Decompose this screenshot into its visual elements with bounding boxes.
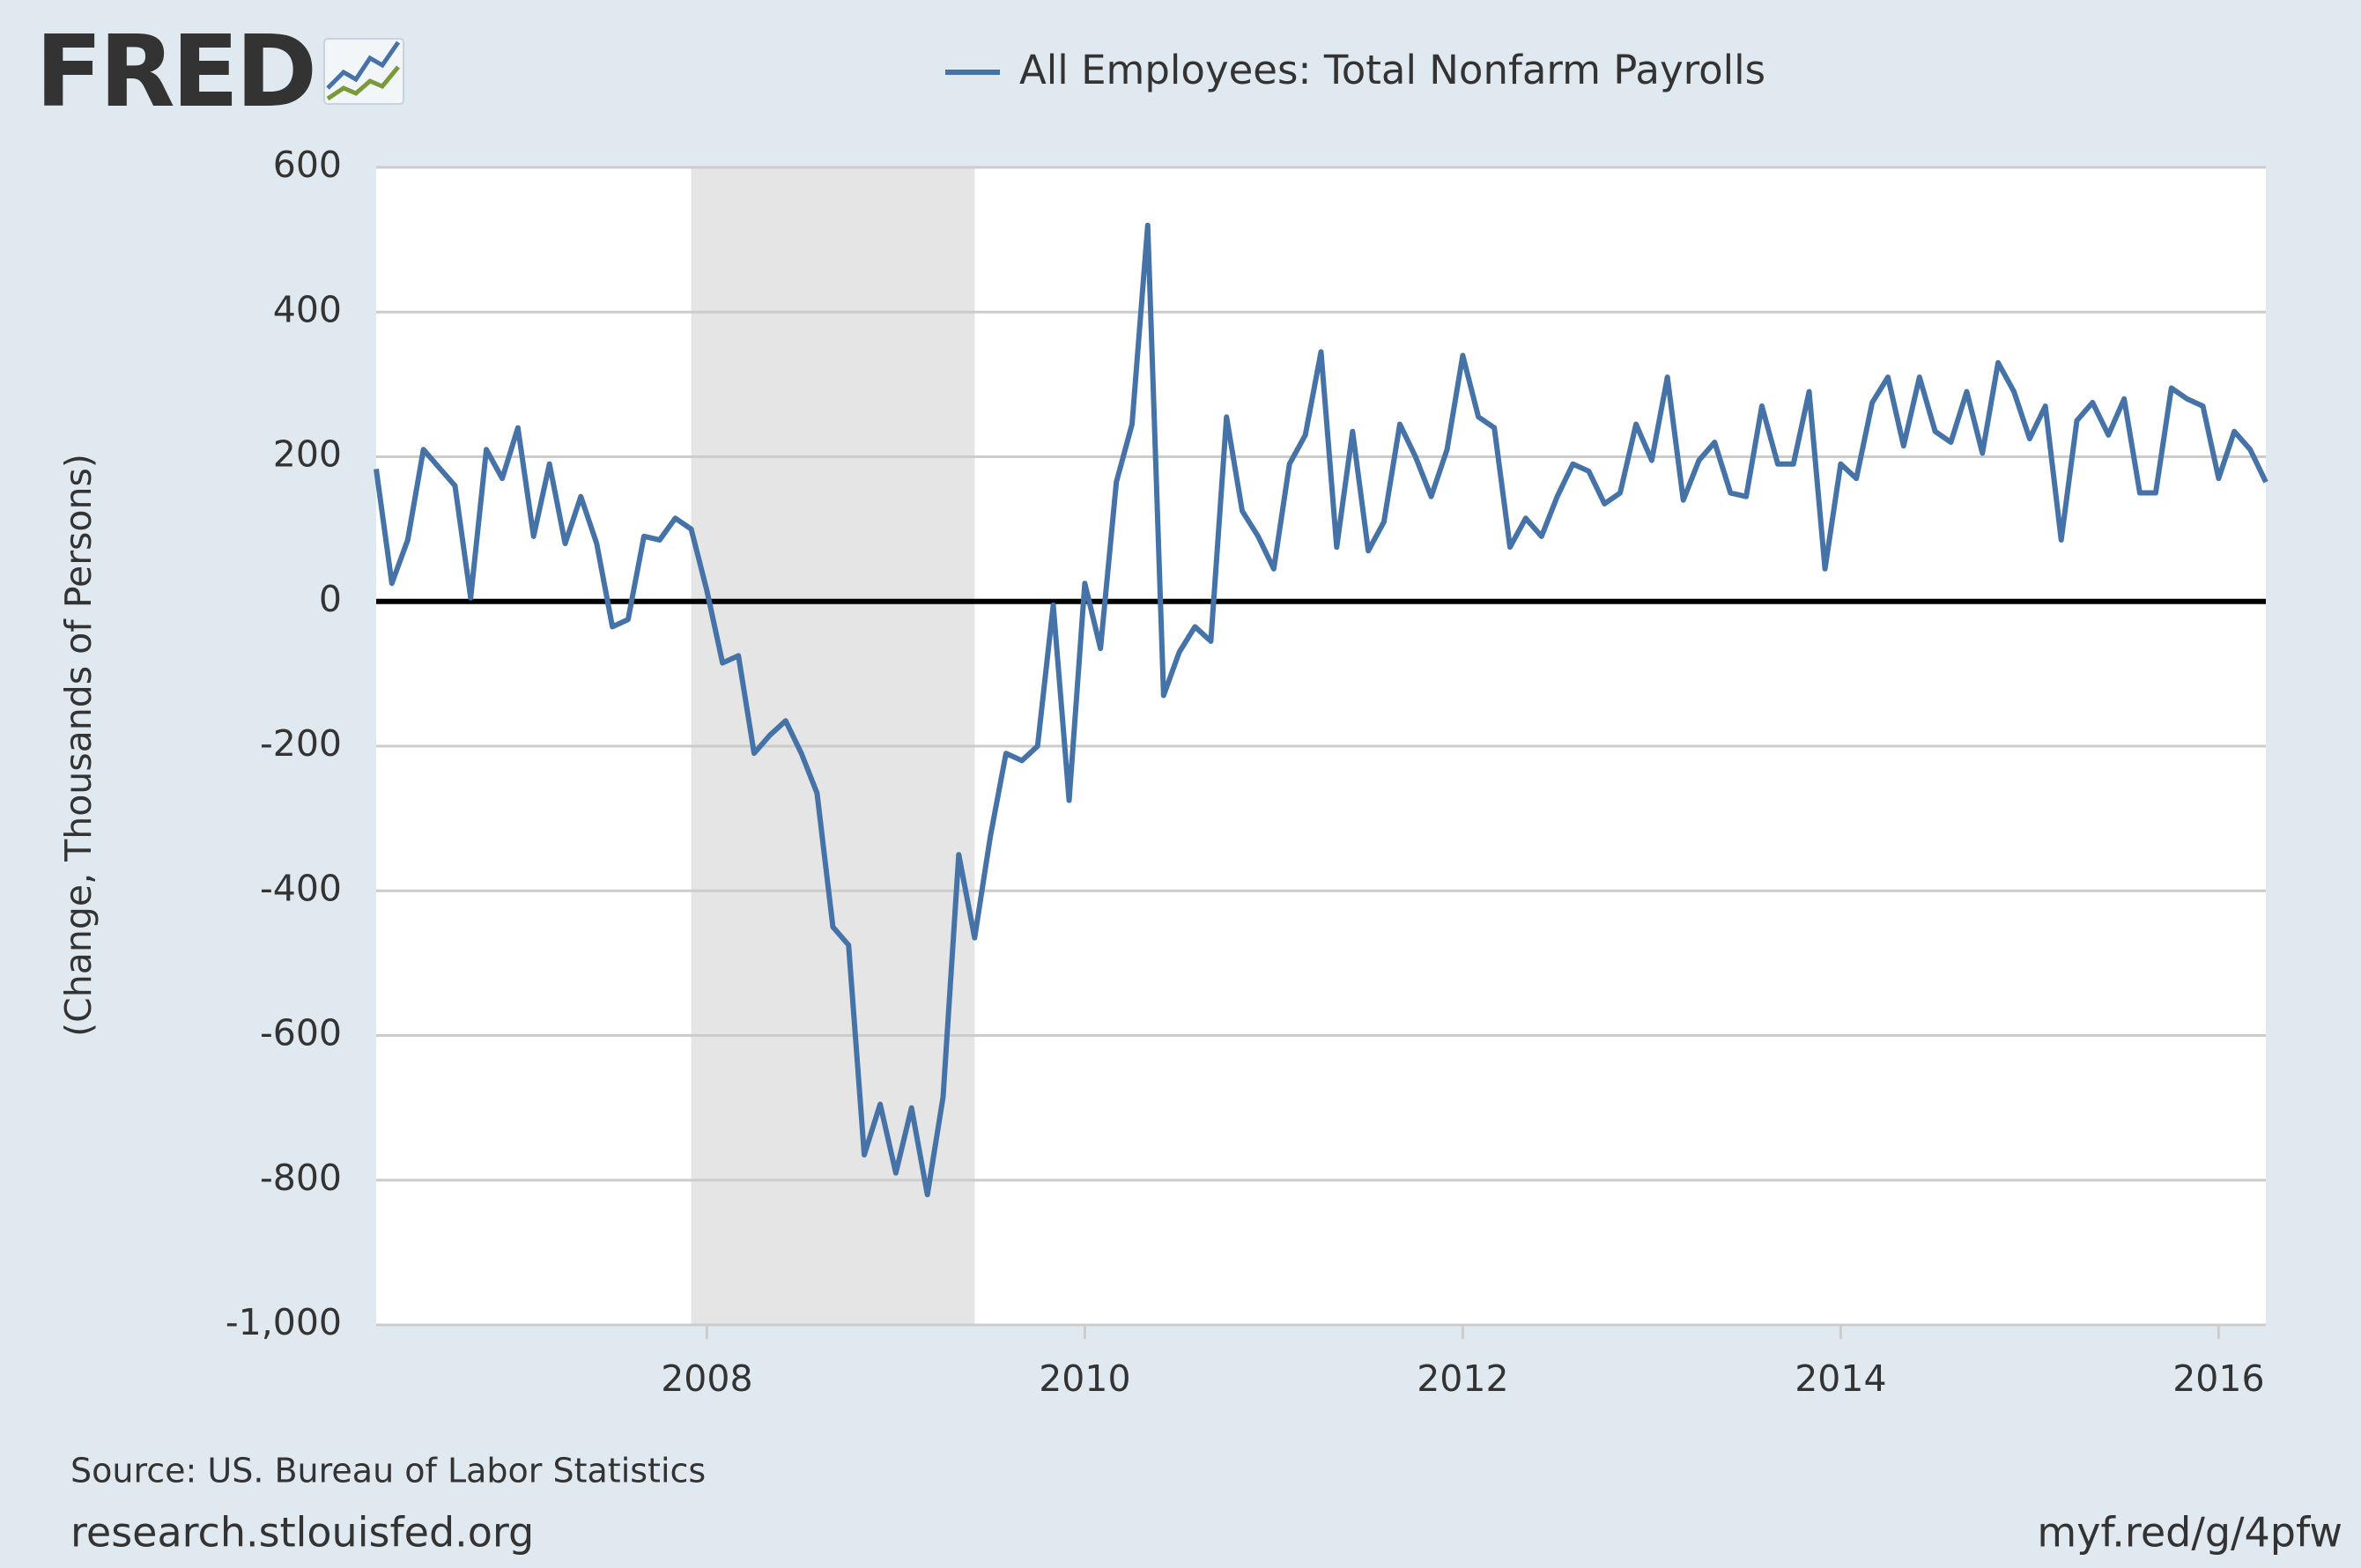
legend-label: All Employees: Total Nonfarm Payrolls <box>1019 47 1765 93</box>
footer-right: myf.red/g/4pfw <box>2037 1509 2342 1557</box>
source: Source: US. Bureau of Labor Statistics <box>70 1452 706 1490</box>
x-tick-label: 2008 <box>661 1357 752 1400</box>
series-line <box>374 222 2268 1198</box>
y-tick-label: -1,000 <box>226 1301 342 1343</box>
footer-left: research.stlouisfed.org <box>70 1509 534 1557</box>
x-tick-label: 2014 <box>1795 1357 1886 1400</box>
y-tick-label: -200 <box>260 722 342 765</box>
logo-icon <box>323 38 404 105</box>
logo: FRED <box>35 15 314 129</box>
y-tick-label: 400 <box>273 288 342 330</box>
y-tick-label: -400 <box>260 867 342 909</box>
y-axis-label: (Change, Thousands of Persons) <box>57 454 100 1037</box>
y-tick-label: -800 <box>260 1157 342 1199</box>
x-tick-label: 2016 <box>2172 1357 2264 1400</box>
plot-area <box>374 166 2268 1327</box>
y-tick-label: -600 <box>260 1012 342 1054</box>
y-tick-label: 0 <box>319 578 342 620</box>
x-tick-label: 2010 <box>1039 1357 1130 1400</box>
x-tick-label: 2012 <box>1417 1357 1508 1400</box>
y-tick-label: 600 <box>273 144 342 186</box>
y-tick-label: 200 <box>273 433 342 476</box>
